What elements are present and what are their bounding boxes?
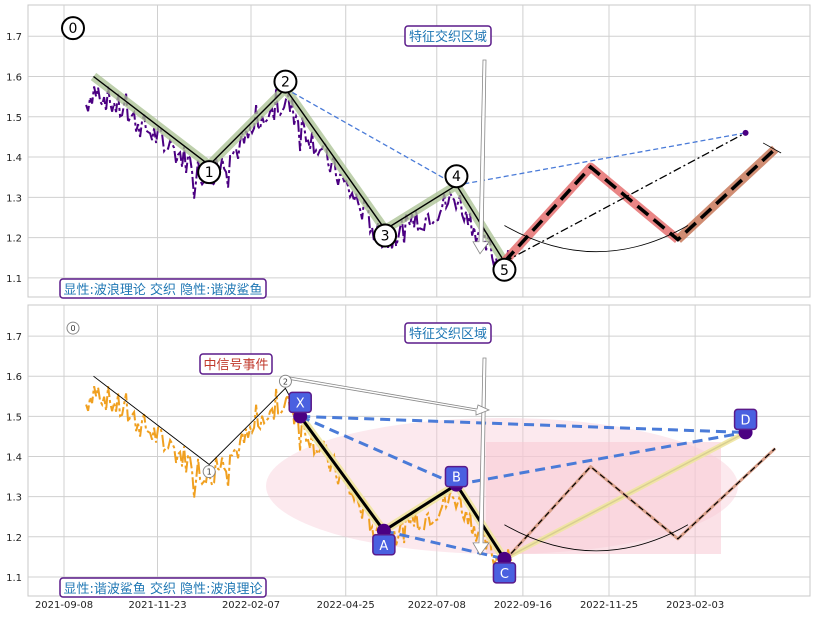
y-tick-label: 1.6	[6, 372, 22, 383]
hidden-wave-label: 1	[207, 468, 212, 477]
projection-arc	[504, 225, 689, 252]
harmonic-connectors	[299, 414, 746, 561]
y-tick-label: 1.5	[6, 412, 22, 423]
trendline-5-ext	[504, 132, 746, 263]
y-tick-label: 1.2	[6, 234, 22, 245]
wave-marker-circle	[197, 160, 222, 185]
x-tick-label: 2022-04-25	[317, 600, 375, 611]
hidden-wave-label: 2	[283, 377, 288, 386]
projection-tick	[762, 142, 782, 154]
region-arrow-bottom	[472, 357, 490, 556]
wave-marker-circle	[373, 223, 398, 248]
connector-X-B	[299, 415, 458, 486]
x-tick-label: 2022-07-08	[408, 600, 466, 611]
hidden-wave-label: 0	[70, 324, 75, 333]
y-tick-label: 1.4	[6, 453, 22, 464]
harmonic-label-text: C	[500, 567, 509, 582]
wave-marker-circle	[444, 164, 469, 189]
connector-X-D	[300, 414, 746, 434]
connector-B-D	[456, 430, 746, 487]
bottom-panel: 1.1 1.2 1.3 1.4 1.5 1.6 1.7 0 1 2 X A B C D 特征交织区域	[6, 304, 811, 598]
hidden-wave-circle	[202, 465, 216, 479]
x-tick-label: 2023-02-03	[666, 600, 724, 611]
region-label-text-bottom: 特征交织区域	[409, 326, 487, 342]
wave-markers: 0 1 2 3 4 5	[61, 16, 517, 282]
caption-bottom: 显性:谐波鲨鱼 交织 隐性:波浪理论	[59, 577, 267, 598]
harmonic-label-text: A	[379, 539, 388, 554]
x-tick-label: 2022-11-25	[580, 600, 638, 611]
x-tick-label: 2022-02-07	[222, 600, 280, 611]
x-axis-ticks: 2021-09-08 2021-11-23 2022-02-07 2022-04-25…	[35, 600, 724, 611]
hidden-wave-circle	[66, 321, 80, 335]
wave-marker-label: 0	[69, 21, 78, 37]
bottom-projection-arc	[504, 524, 689, 552]
x-tick-label: 2022-09-16	[494, 600, 552, 611]
harmonic-label-box	[733, 408, 758, 431]
wave-marker-label: 4	[452, 169, 461, 185]
caption-text-bottom: 显性:谐波鲨鱼 交织 隐性:波浪理论	[63, 581, 262, 597]
y-tick-label: 1.3	[6, 193, 22, 204]
harmonic-label-text: B	[452, 471, 461, 486]
harmonic-label-box	[444, 465, 469, 488]
wave-marker-circle	[273, 69, 298, 94]
top-y-ticks: 1.1 1.2 1.3 1.4 1.5 1.6 1.7	[6, 32, 22, 285]
signal-event-text: 中信号事件	[203, 358, 268, 373]
y-tick-label: 1.5	[6, 113, 22, 124]
y-tick-label: 1.3	[6, 493, 22, 504]
x-tick-label: 2021-11-23	[128, 600, 186, 611]
harmonic-label-box	[492, 562, 517, 584]
region-label-top: 特征交织区域	[404, 25, 492, 47]
top-panel: 1.1 1.2 1.3 1.4 1.5 1.6 1.7 0 1 2 3 4 5 特征交织区域 显性:波…	[6, 4, 811, 299]
region-arrow	[472, 59, 490, 255]
top-price-series	[85, 86, 513, 282]
wave-line	[93, 75, 505, 263]
projection-dashed-line	[503, 147, 777, 263]
extension-point	[742, 129, 749, 136]
region-label-bottom: 特征交织区域	[404, 322, 492, 344]
wave-marker-label: 5	[500, 263, 509, 279]
caption-text: 显性:波浪理论 交织 隐性:谐波鲨鱼	[63, 282, 262, 298]
harmonic-label-box	[372, 534, 396, 556]
harmonic-label-text: X	[296, 396, 305, 411]
x-tick-label: 2021-09-08	[35, 600, 93, 611]
signal-arrow	[286, 375, 491, 416]
wave-marker-circle	[61, 16, 85, 41]
y-tick-label: 1.4	[6, 153, 22, 164]
trendline-2-4	[285, 87, 457, 186]
y-tick-label: 1.1	[6, 274, 22, 285]
y-tick-label: 1.6	[6, 72, 22, 83]
wave-marker-label: 1	[205, 165, 214, 181]
connector-A-C	[383, 529, 505, 561]
bottom-y-ticks: 1.1 1.2 1.3 1.4 1.5 1.6 1.7	[6, 332, 22, 584]
bottom-projection-dash	[503, 448, 776, 562]
harmonic-label-box	[288, 391, 312, 414]
wave-marker-circle	[492, 257, 517, 282]
top-grid	[28, 5, 810, 297]
harmonic-markers: X A B C D	[288, 391, 758, 584]
y-tick-label: 1.2	[6, 533, 22, 544]
wave-marker-label: 2	[281, 75, 290, 91]
signal-event-label: 中信号事件	[199, 353, 273, 375]
trendline-4-ext	[456, 132, 746, 186]
wave-marker-label: 3	[381, 229, 390, 245]
hidden-wave-circle	[278, 374, 292, 388]
harmonic-label-text: D	[741, 413, 751, 428]
y-tick-label: 1.7	[6, 32, 22, 43]
top-panel-frame	[27, 4, 811, 298]
y-tick-label: 1.7	[6, 332, 22, 343]
y-tick-label: 1.1	[6, 573, 22, 584]
bottom-price-series	[85, 386, 513, 582]
caption-top: 显性:波浪理论 交织 隐性:谐波鲨鱼	[59, 278, 267, 299]
region-label-text: 特征交织区域	[409, 29, 487, 45]
hidden-wave-markers: 0 1 2	[66, 321, 292, 479]
